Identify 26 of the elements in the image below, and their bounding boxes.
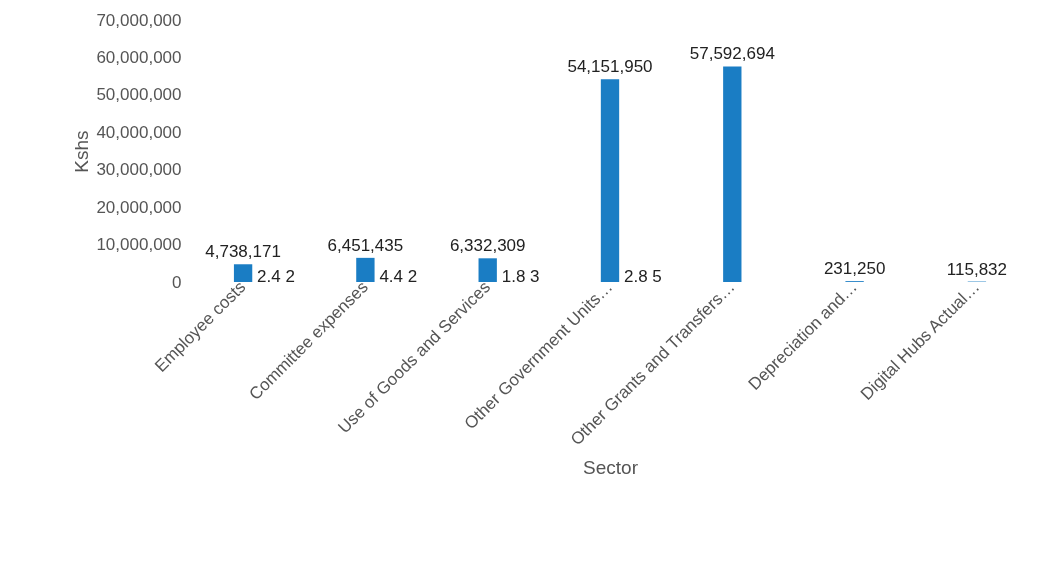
y-tick-label: 10,000,000 [96,235,182,255]
data-label: 6,451,435 [327,235,404,255]
annotation: 2.4 2 [257,267,295,286]
y-tick-label: 50,000,000 [96,85,182,105]
data-label: 6,332,309 [449,236,526,256]
data-label: 54,151,950 [567,57,653,77]
bar [478,258,497,282]
annotation: 1.8 3 [501,267,540,286]
y-axis-title: Kshs [71,130,93,173]
data-label: 115,832 [946,259,1008,279]
x-axis-title: Sector [583,456,639,478]
annotation: 2.8 5 [624,267,662,286]
data-label: 231,250 [823,259,886,279]
annotation: 4.4 2 [379,267,418,286]
bar [600,79,620,282]
y-tick-label: 70,000,000 [96,10,182,30]
data-label: 4,738,171 [205,242,281,262]
y-tick-label: 20,000,000 [96,197,182,217]
y-tick-label: 0 [172,272,182,292]
data-label: 57,592,694 [689,44,775,64]
y-tick-label: 40,000,000 [96,122,182,142]
y-tick-label: 60,000,000 [96,47,182,67]
y-tick-label: 30,000,000 [96,160,182,180]
bar [356,257,375,282]
bar [723,66,742,282]
bar [233,264,253,282]
